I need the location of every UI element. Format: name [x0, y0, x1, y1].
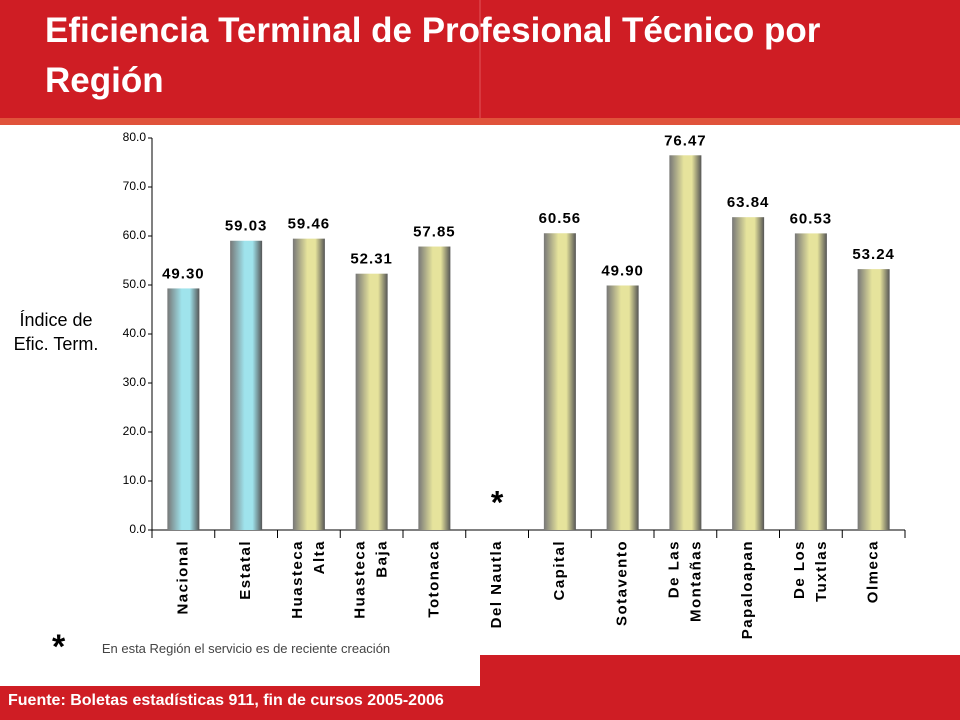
x-tick-label: Olmeca: [865, 540, 882, 603]
x-tick-label: Totonaca: [425, 540, 442, 618]
y-tick-label: 60.0: [123, 228, 147, 242]
value-label: 59.03: [225, 218, 268, 235]
value-label: 60.53: [790, 210, 833, 227]
value-label: 59.46: [288, 216, 331, 233]
chart-title: Eficiencia Terminal de Profesional Técni…: [45, 11, 821, 100]
x-tick-label-line: Alta: [311, 540, 328, 574]
header-strip: [0, 118, 960, 125]
x-tick-label: Del Nautla: [488, 540, 505, 628]
y-tick-label: 30.0: [123, 375, 147, 389]
footnote: En esta Región el servicio es de recient…: [101, 641, 391, 656]
x-tick-label: Papaloapan: [739, 540, 756, 639]
x-tick-label: Sotavento: [614, 540, 631, 626]
x-tick-label: Huasteca Alta: [289, 540, 328, 619]
x-tick-label: Estatal: [237, 540, 254, 600]
x-tick-label: Huasteca Baja: [352, 540, 391, 619]
annotation: *: [491, 484, 504, 520]
bar: [230, 240, 263, 531]
bar: [418, 246, 451, 530]
value-label: 52.31: [350, 251, 393, 268]
bar: [167, 288, 200, 530]
y-tick-label: 70.0: [123, 179, 147, 193]
y-tick-label: 80.0: [123, 130, 147, 144]
value-label: 60.56: [539, 210, 582, 227]
x-tick-label: De Los Tuxtlas: [791, 540, 830, 602]
bar: [355, 273, 388, 530]
value-label: 76.47: [664, 132, 707, 149]
value-label: 49.30: [162, 265, 205, 282]
value-label: 49.90: [601, 262, 644, 279]
y-tick-label: 0.0: [129, 522, 146, 536]
bar: [732, 217, 765, 530]
bar: [669, 155, 702, 530]
x-tick-label: De Las Montañas: [665, 540, 704, 622]
x-tick-label-line: Tuxtlas: [813, 540, 830, 602]
bar: [606, 285, 639, 530]
bar: [543, 233, 576, 531]
y-tick-label: 20.0: [123, 424, 147, 438]
x-tick-label-line: Montañas: [687, 540, 704, 622]
x-tick-label-line: Huasteca: [352, 540, 369, 619]
bar: [794, 233, 827, 530]
bar: [292, 238, 325, 530]
y-tick-label: 10.0: [123, 473, 147, 487]
y-axis-label: Índice de Efic. Term.: [13, 310, 99, 354]
x-tick-label-line: Baja: [374, 540, 391, 578]
x-tick-label-line: De Las: [665, 540, 682, 598]
value-label: 57.85: [413, 224, 456, 241]
footer-band: [0, 686, 960, 720]
y-tick-label: 50.0: [123, 277, 147, 291]
value-label: 63.84: [727, 194, 770, 211]
source: Fuente: Boletas estadísticas 911, fin de…: [8, 692, 444, 709]
x-tick-label: Nacional: [174, 540, 191, 615]
value-label: 53.24: [852, 246, 895, 263]
y-tick-label: 40.0: [123, 326, 147, 340]
x-tick-label-line: De Los: [791, 540, 808, 599]
x-tick-label-line: Huasteca: [289, 540, 306, 619]
bar: [857, 269, 890, 530]
footnote-marker: *: [52, 628, 66, 666]
x-tick-label: Capital: [551, 540, 568, 601]
